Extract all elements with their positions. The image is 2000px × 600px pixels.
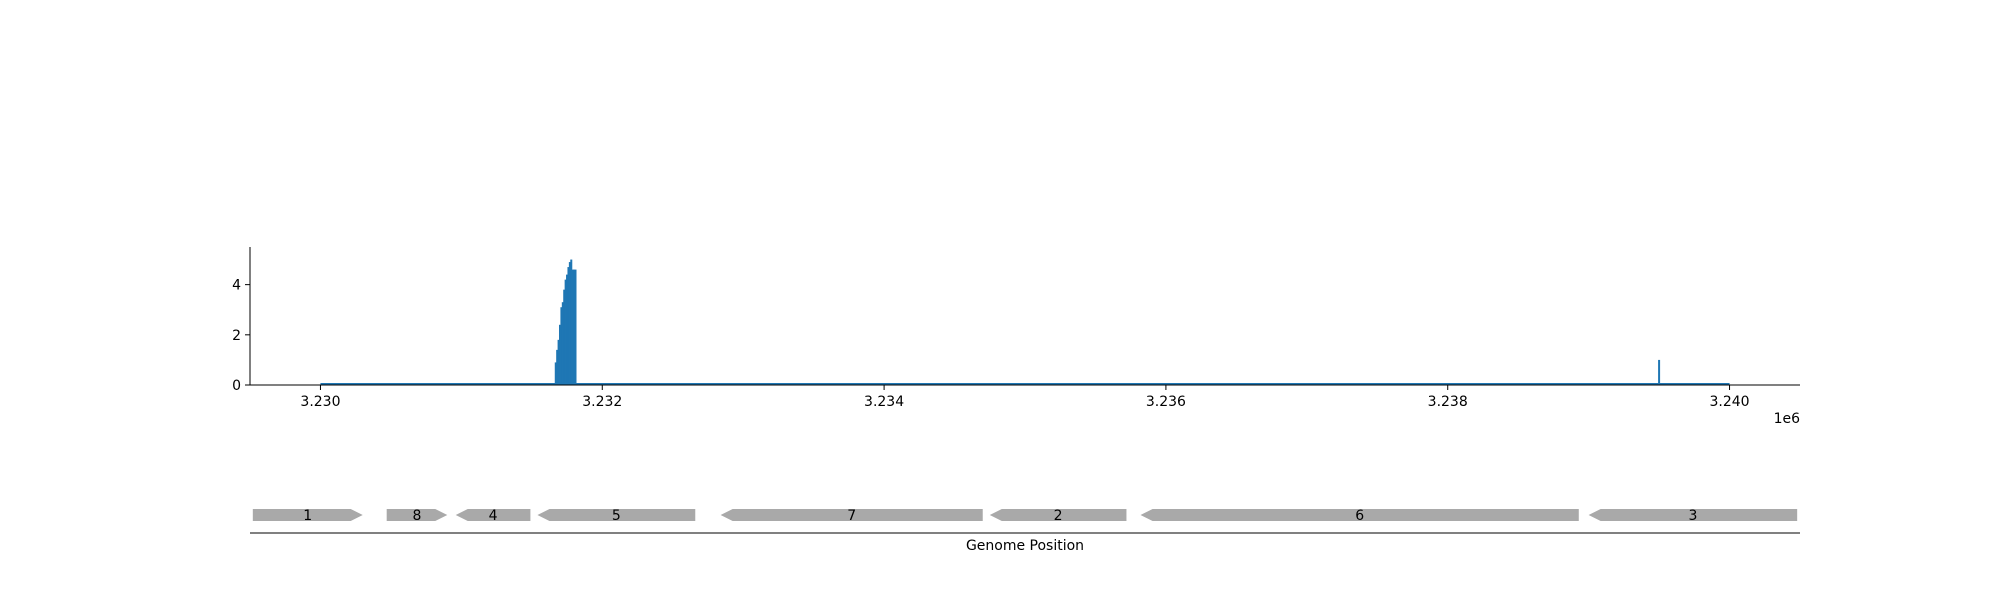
gene-arrow	[252, 509, 363, 521]
gene-arrow	[1140, 509, 1579, 521]
coverage-bar	[574, 269, 577, 385]
coverage-bars	[554, 259, 1661, 385]
gene-arrow	[386, 509, 448, 521]
coverage-bar	[560, 307, 563, 385]
coverage-bar	[557, 339, 560, 385]
coverage-bar	[1658, 359, 1661, 385]
x-offset-label: 1e6	[1774, 411, 1801, 427]
gene-label: 1	[303, 508, 312, 524]
coverage-bar	[567, 267, 570, 385]
x-ticks: 3.230 3.232 3.234 3.236 3.238 3.240	[300, 385, 1750, 410]
gene-arrows: 1 8 4 5 7 2 6 3	[252, 508, 1798, 524]
x-axis-label: Genome Position	[966, 538, 1084, 554]
coverage-bar	[573, 269, 576, 385]
gene-label: 4	[489, 508, 498, 524]
coverage-bar	[568, 262, 571, 385]
gene-label: 7	[847, 508, 856, 524]
coverage-bar	[558, 324, 562, 385]
coverage-bar	[554, 362, 557, 385]
x-tick-label: 3.234	[864, 394, 904, 410]
gene-arrow	[720, 509, 983, 521]
x-tick-label: 3.230	[300, 394, 340, 410]
x-tick-label: 3.238	[1428, 394, 1468, 410]
gene-label: 8	[413, 508, 422, 524]
x-tick-label: 3.240	[1709, 394, 1749, 410]
gene-arrow	[989, 509, 1127, 521]
y-tick-label: 0	[232, 378, 241, 394]
gene-label: 5	[612, 508, 621, 524]
y-tick-label: 4	[232, 278, 241, 294]
gene-arrow	[537, 509, 696, 521]
y-ticks: 0 2 4	[232, 278, 250, 394]
coverage-bar	[571, 269, 574, 385]
coverage-bar	[570, 259, 573, 385]
gene-label: 6	[1355, 508, 1364, 524]
coverage-bar	[563, 289, 566, 385]
gene-map: 1 8 4 5 7 2 6 3 Genome Position	[250, 508, 1800, 554]
coverage-bar	[566, 274, 569, 385]
coverage-bar	[561, 302, 564, 385]
y-tick-label: 2	[232, 328, 241, 344]
coverage-bar	[556, 349, 559, 385]
gene-arrow	[455, 509, 531, 521]
coverage-plot: 0 2 4 3.230 3.232 3.234 3.236 3.238 3.240 1e6	[232, 247, 1800, 427]
gene-label: 2	[1054, 508, 1063, 524]
gene-arrow	[1588, 509, 1798, 521]
gene-label: 3	[1688, 508, 1697, 524]
x-tick-label: 3.236	[1146, 394, 1186, 410]
x-tick-label: 3.232	[582, 394, 622, 410]
coverage-bar	[564, 279, 567, 385]
